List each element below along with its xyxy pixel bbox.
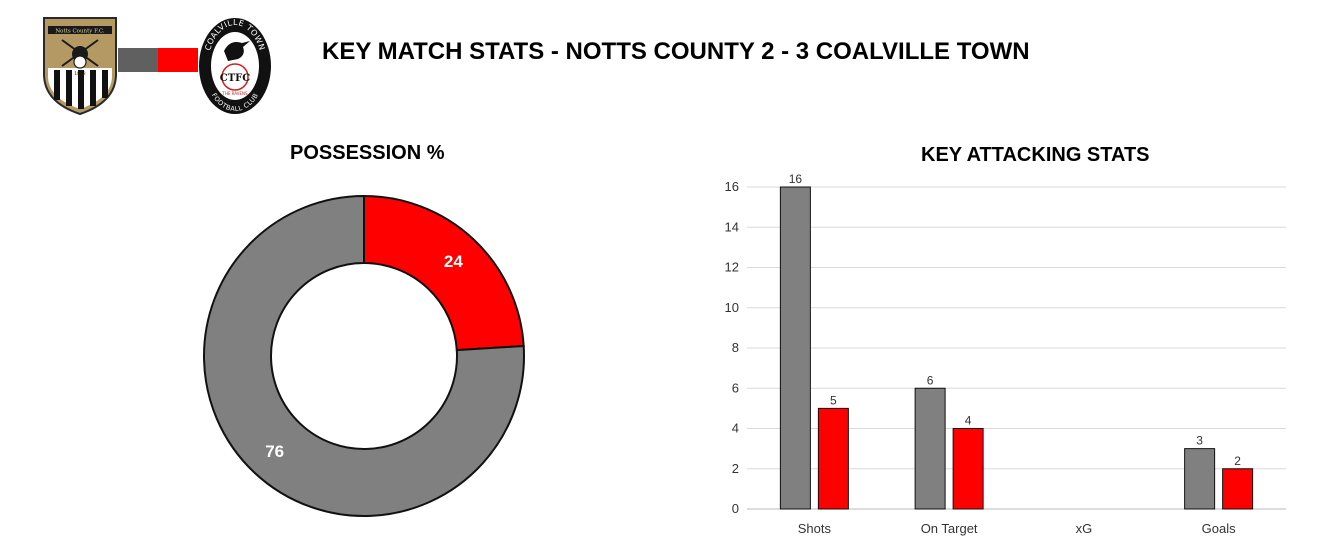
possession-donut-chart: 24 76 (203, 194, 525, 517)
possession-chart-title: POSSESSION % (290, 142, 445, 164)
y-tick-label: 8 (732, 340, 739, 355)
bar (952, 428, 984, 510)
y-tick-label: 16 (725, 179, 739, 194)
y-tick-label: 4 (732, 421, 739, 436)
attacking-stats-bar-chart: 0 2 4 6 8 10 12 14 16 16 5 Shots 6 4 On Target xG 3 2 Goal… (725, 172, 1286, 536)
y-tick-label: 6 (732, 380, 739, 395)
donut-data-label: 76 (265, 442, 284, 461)
page-title: KEY MATCH STATS - NOTTS COUNTY 2 - 3 COA… (322, 38, 1030, 65)
bar-data-label: 2 (1234, 454, 1241, 468)
x-tick-label: xG (1076, 521, 1093, 536)
bar-data-label: 3 (1196, 434, 1203, 448)
y-tick-label: 14 (725, 219, 739, 234)
coalville-crest-motto: THE RAVENS (221, 91, 248, 96)
notts-county-crest-icon: Notts County F.C. 1862 (40, 14, 120, 116)
attacking-stats-chart-title: KEY ATTACKING STATS (921, 144, 1150, 166)
y-tick-label: 12 (725, 260, 739, 275)
bar-data-label: 6 (927, 373, 934, 387)
home-color-segment (118, 48, 158, 72)
notts-crest-year: 1862 (74, 71, 86, 77)
bar-data-label: 4 (965, 414, 972, 428)
bar-data-label: 16 (789, 172, 803, 186)
coalville-town-crest-icon: COALVILLE TOWN FOOTBALL CLUB CTFC THE RA… (196, 15, 274, 117)
team-color-bar (118, 48, 198, 72)
y-tick-label: 2 (732, 461, 739, 476)
notts-crest-name: Notts County F.C. (55, 29, 105, 35)
coalville-crest-monogram: CTFC (220, 73, 251, 84)
bar-data-label: 5 (830, 393, 837, 407)
bar (1184, 448, 1216, 510)
donut-slice (363, 194, 525, 352)
x-tick-label: On Target (921, 521, 978, 536)
away-color-segment (158, 48, 198, 72)
bar (914, 387, 946, 510)
bar (817, 407, 849, 510)
bar (779, 186, 811, 510)
donut-slice (203, 194, 525, 517)
y-tick-label: 10 (725, 300, 739, 315)
x-tick-label: Shots (798, 521, 832, 536)
donut-data-label: 24 (444, 252, 463, 271)
x-tick-label: Goals (1202, 521, 1236, 536)
y-tick-label: 0 (732, 501, 739, 516)
bar (1222, 468, 1254, 510)
